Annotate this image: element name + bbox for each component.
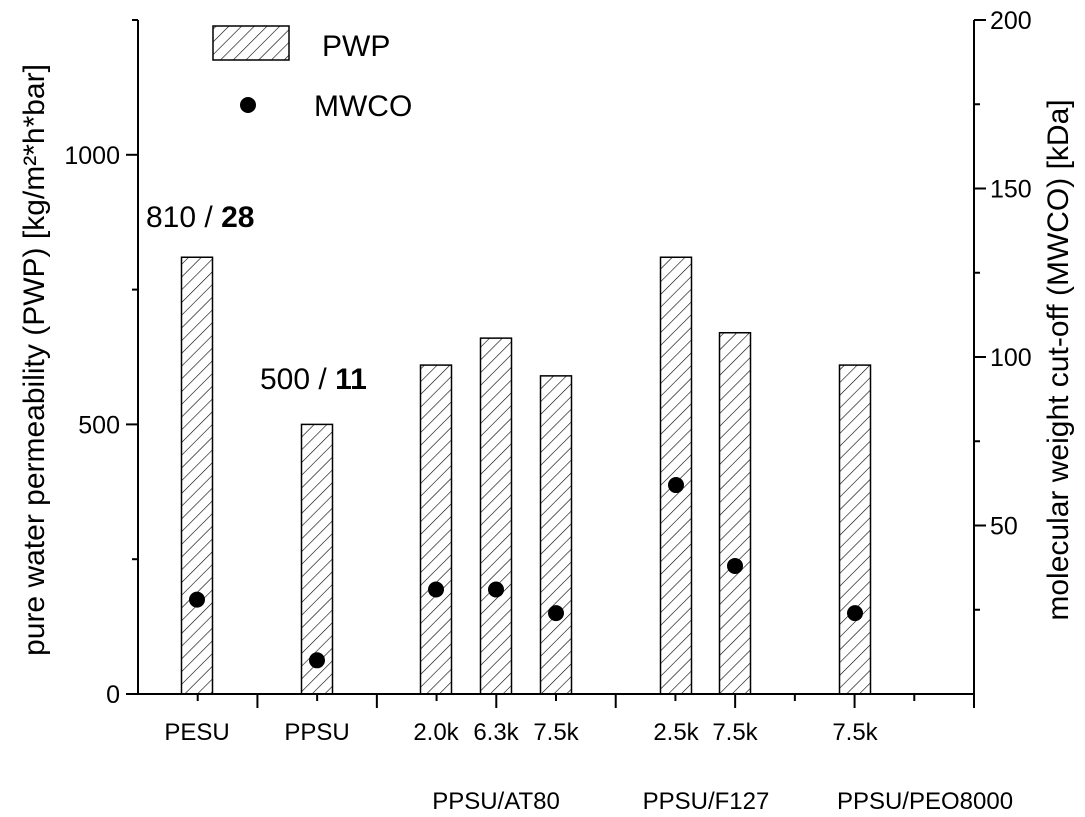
category-label: 7.5k [712,719,758,746]
mwco-points [189,477,863,669]
annotation-ppsu-bold: 11 [335,363,367,396]
pwp-bar-7 [838,364,872,695]
y2-tick-label: 200 [990,7,1032,35]
y-tick-label: 1000 [64,142,120,170]
mwco-point-0 [189,591,205,608]
category-label: 2.0k [413,719,459,746]
x-ticks [196,694,975,708]
y-tick-label: 0 [106,681,120,709]
annotation-pesu-text: 810 / [146,201,221,234]
y2-tick-label: 100 [990,344,1032,372]
mwco-point-4 [548,605,564,622]
category-label: 7.5k [832,719,878,746]
pwp-bar-3 [479,337,513,695]
mwco-point-3 [488,581,504,598]
right-y-ticks: 50 100 150 200 [974,7,1032,611]
group-label: PPSU/F127 [643,788,770,815]
mwco-point-6 [727,557,743,574]
pwp-bar-4 [539,375,573,695]
annotation-pesu-bold: 28 [221,201,254,234]
annotation-ppsu-text: 500 / [260,363,335,396]
y2-tick-label: 150 [990,176,1032,204]
y-axis-title: pure water permeability (PWP) [kg/m²*h*b… [18,64,51,656]
category-label: 7.5k [533,719,579,746]
group-label: PPSU/AT80 [432,788,560,815]
mwco-point-2 [428,581,444,598]
pwp-bar-5 [659,256,693,695]
category-label: PPSU [284,719,349,746]
legend-pwp-label: PWP [322,30,390,63]
group-label: PPSU/PEO8000 [837,788,1013,815]
legend-mwco-label: MWCO [314,90,412,123]
pwp-bar-6 [718,331,752,695]
pwp-bars [180,256,872,695]
legend-pwp-swatch [212,25,290,61]
category-label: PESU [164,719,229,746]
category-labels: PESU PPSU 2.0k 6.3k 7.5k 2.5k 7.5k 7.5k [164,719,878,746]
y-tick-label: 500 [78,411,120,439]
annotation-ppsu: 500 / 11 [260,363,367,396]
mwco-point-5 [668,477,684,494]
y2-tick-label: 50 [990,513,1018,541]
left-y-ticks: 0 500 1000 [64,19,138,709]
mwco-point-1 [309,652,325,669]
category-label: 2.5k [653,719,699,746]
pwp-bar-1 [300,423,334,695]
annotation-pesu: 810 / 28 [146,201,254,234]
y2-axis-title: molecular weight cut-off (MWCO) [kDa] [1042,99,1075,620]
mwco-point-7 [847,605,863,622]
legend: PWP MWCO [212,25,412,123]
group-labels: PPSU/AT80 PPSU/F127 PPSU/PEO8000 [432,788,1013,815]
legend-mwco-marker [240,97,256,113]
pwp-bar-0 [180,256,214,695]
category-label: 6.3k [473,719,519,746]
pwp-bar-2 [419,364,453,695]
